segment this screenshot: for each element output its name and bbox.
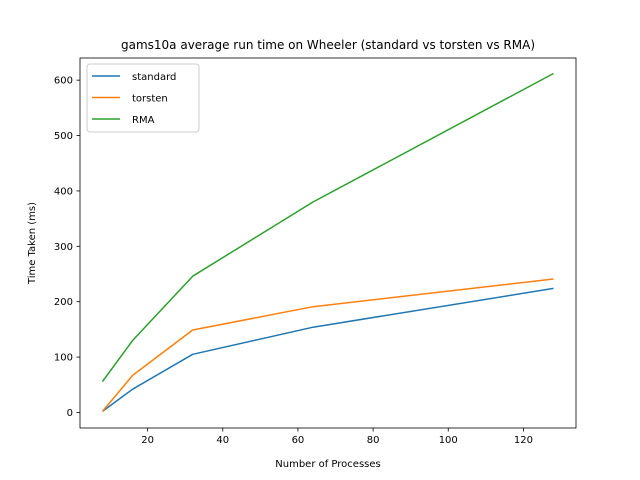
legend-label-torsten: torsten	[132, 94, 168, 105]
y-tick-label: 500	[54, 131, 73, 142]
y-tick-label: 100	[54, 353, 73, 364]
x-tick-label: 40	[216, 435, 229, 446]
y-tick-label: 0	[67, 408, 73, 419]
x-tick-label: 80	[367, 435, 380, 446]
plot-lines	[101, 72, 554, 413]
x-axis-ticks: 20 40 60 80 100 120	[141, 428, 533, 446]
y-axis-ticks: 0 100 200 300 400 500 600	[54, 76, 80, 419]
legend-label-standard: standard	[132, 72, 176, 83]
y-axis-label: Time Taken (ms)	[27, 202, 38, 285]
y-tick-label: 200	[54, 297, 73, 308]
y-tick-label: 400	[54, 186, 73, 197]
legend-box	[86, 63, 200, 133]
legend-label-rma: RMA	[132, 115, 155, 126]
series-line-rma	[101, 72, 554, 382]
series-line-standard	[102, 287, 554, 413]
x-tick-label: 120	[514, 435, 533, 446]
x-tick-label: 20	[141, 435, 154, 446]
y-tick-label: 300	[54, 242, 73, 253]
x-tick-label: 60	[292, 435, 305, 446]
x-tick-label: 100	[439, 435, 458, 446]
chart-title: gams10a average run time on Wheeler (sta…	[121, 38, 535, 52]
legend: standard torsten RMA	[86, 63, 200, 133]
x-axis-label: Number of Processes	[275, 459, 380, 470]
y-tick-label: 600	[54, 76, 73, 87]
series-line-torsten	[101, 278, 554, 412]
axes-frame	[79, 57, 577, 429]
